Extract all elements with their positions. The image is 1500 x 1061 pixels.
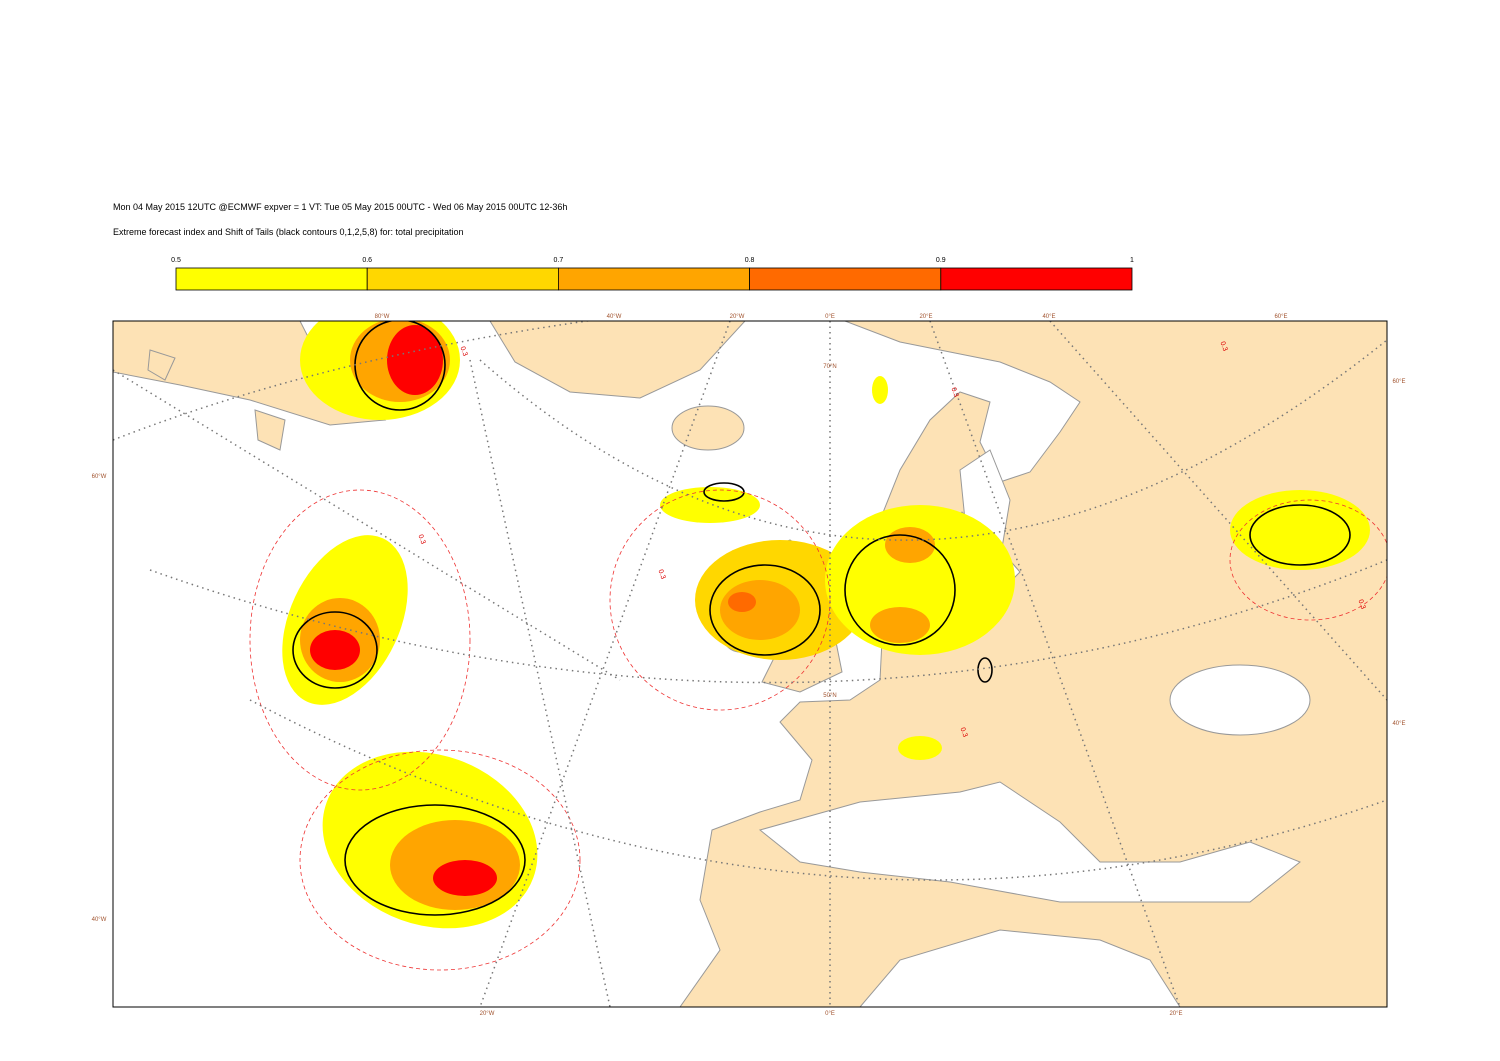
mediterranean (758, 781, 1301, 903)
colorbar-tick-label: 0.9 (936, 257, 946, 264)
colorbar-swatch (175, 267, 368, 291)
colorbar-tick-label: 0.7 (554, 257, 564, 264)
black-sea (1169, 664, 1311, 736)
iceland (671, 405, 745, 451)
contour-label: 0.3 (1356, 599, 1366, 611)
graticule-label: 20°W (480, 1011, 495, 1017)
graticule-line (929, 321, 1181, 1007)
efi-shading (282, 321, 1370, 929)
colorbar-tick-label: 0.5 (171, 257, 181, 264)
graticule-label: 50°N (823, 693, 836, 699)
graticule-label: 60°W (92, 474, 107, 480)
map-labels: 80°W 40°W 20°W 0°E 20°E 40°E 60°E 70°N 50°N 60°W 4… (92, 314, 1406, 1017)
contour (299, 749, 581, 971)
contour (344, 804, 526, 916)
graticule (113, 321, 1387, 1007)
efi-area (728, 592, 756, 612)
contour (292, 611, 378, 689)
colorbar-swatch (749, 267, 942, 291)
graticule-line (113, 369, 621, 681)
graticule-label: 0°E (825, 314, 835, 320)
graticule-label: 20°E (1169, 1011, 1182, 1017)
contour-label: 0.3 (656, 569, 666, 581)
graticule-label: 40°W (92, 917, 107, 923)
graticule-line (113, 321, 593, 441)
efi-area (660, 487, 760, 523)
contour-label: 0.3 (416, 534, 426, 546)
contour (844, 534, 956, 646)
efi-area (898, 736, 942, 760)
colorbar-swatch (558, 267, 751, 291)
graticule-label: 80°W (375, 314, 390, 320)
colorbar-swatch (940, 267, 1133, 291)
contour (977, 657, 993, 683)
subtitle: Extreme forecast index and Shift of Tail… (113, 227, 464, 237)
efi-area (872, 376, 888, 404)
contour (703, 482, 745, 502)
baffin-islands (147, 349, 286, 451)
graticule-label: 60°E (1392, 379, 1405, 385)
colorbar-tick-label: 0.8 (745, 257, 755, 264)
graticule-label: 0°E (825, 1011, 835, 1017)
contour (249, 489, 471, 791)
graticule-label: 20°W (730, 314, 745, 320)
graticule-label: 70°N (823, 364, 836, 370)
efi-area (885, 527, 935, 563)
contour (709, 564, 821, 656)
colorbar-swatch (366, 267, 559, 291)
graticule-line (479, 339, 1387, 541)
graticule-label: 40°W (607, 314, 622, 320)
shift-of-tails-contours (292, 321, 1351, 916)
graticule-line (479, 321, 731, 1007)
efi-area (310, 630, 360, 670)
contour-label: 0.3 (1218, 341, 1228, 353)
contour (1249, 504, 1351, 566)
colorbar-tick-label: 0.6 (362, 257, 372, 264)
colorbar-tick-label: 1 (1130, 257, 1134, 264)
graticule-line (469, 359, 611, 1007)
graticule-label: 20°E (919, 314, 932, 320)
map-area (113, 321, 1387, 1007)
efi-area (1230, 490, 1370, 570)
contour (609, 489, 831, 711)
efi-area (720, 580, 800, 640)
map-frame (112, 320, 1388, 1008)
title: Mon 04 May 2015 12UTC @ECMWF expver = 1 … (113, 202, 567, 212)
contour-label: 0.3 (458, 346, 468, 358)
efi-area (870, 607, 930, 643)
colorbar: 0.5 0.6 0.7 0.8 0.9 1 (171, 257, 1134, 291)
contour (1229, 499, 1387, 621)
contour-label: 0.3 (958, 727, 968, 739)
efi-area (433, 860, 497, 896)
graticule-label: 40°E (1042, 314, 1055, 320)
graticule-line (1049, 321, 1387, 701)
graticule-label: 60°E (1274, 314, 1287, 320)
greenland (489, 321, 746, 399)
graticule-line (249, 699, 1387, 881)
efi-area (387, 325, 443, 395)
contour-label: 0.3 (949, 387, 959, 399)
efi-03-contours (249, 489, 1387, 971)
graticule-label: 40°E (1392, 721, 1405, 727)
